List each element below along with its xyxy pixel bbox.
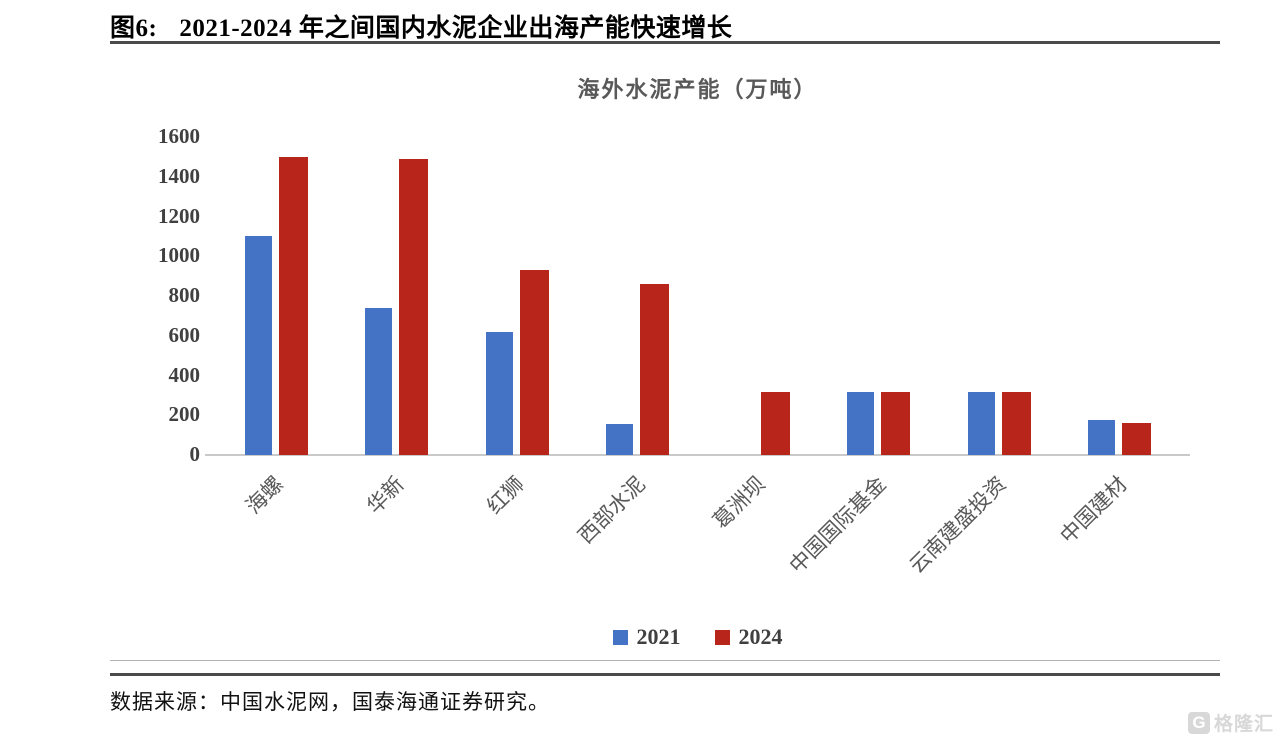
y-axis-tick-800: 800: [168, 283, 201, 307]
bar-2021-中国建材: [1088, 420, 1115, 455]
legend-item-2021: 2021: [612, 624, 681, 650]
x-axis-label-海螺: 海螺: [241, 471, 288, 519]
legend-swatch-2024: [714, 629, 730, 645]
header-divider: [110, 41, 1220, 44]
y-axis-tick-1000: 1000: [158, 243, 200, 268]
x-axis-label-云南建盛投资: 云南建盛投资: [904, 471, 1011, 578]
figure-number: 图6:: [110, 15, 158, 42]
x-axis-label-西部水泥: 西部水泥: [572, 471, 650, 549]
bar-2024-海螺: [278, 156, 308, 455]
bar-2021-海螺: [244, 236, 272, 455]
figure-title: 2021-2024 年之间国内水泥企业出海产能快速增长: [179, 15, 733, 42]
bar-2024-葛洲坝: [760, 392, 790, 455]
data-source-note: 数据来源：中国水泥网，国泰海通证券研究。: [110, 690, 550, 714]
y-axis-tick-600: 600: [168, 322, 201, 347]
bar-2021-云南建盛投资: [967, 392, 995, 455]
y-axis-tick-1400: 1400: [158, 163, 200, 188]
bar-2024-中国国际基金: [881, 392, 910, 455]
y-axis-tick-400: 400: [168, 362, 201, 387]
bar-2021-红狮: [485, 331, 513, 455]
x-axis-line: [205, 454, 1190, 456]
x-axis-label-中国国际基金: 中国国际基金: [784, 471, 891, 578]
legend-label-2021: 2021: [636, 624, 681, 649]
y-axis-tick-1200: 1200: [158, 203, 200, 228]
legend-swatch-2021: [612, 629, 628, 645]
chart-legend: 2021 2024: [205, 624, 1190, 650]
figure-header: 图6: 2021-2024 年之间国内水泥企业出海产能快速增长: [110, 8, 1220, 44]
footer-divider-thick: [110, 673, 1220, 676]
bar-2021-华新: [365, 307, 392, 455]
bar-2024-西部水泥: [640, 284, 669, 455]
x-axis-label-红狮: 红狮: [482, 471, 529, 519]
legend-item-2024: 2024: [714, 624, 783, 650]
legend-label-2024: 2024: [738, 624, 783, 649]
footer-divider-thin: [110, 660, 1220, 661]
bar-2024-华新: [399, 158, 428, 455]
y-axis-tick-200: 200: [168, 402, 201, 427]
watermark-logo: G 格隆汇: [1187, 709, 1274, 736]
bar-2021-西部水泥: [606, 424, 633, 455]
x-axis-label-葛洲坝: 葛洲坝: [708, 471, 770, 534]
watermark-text: 格隆汇: [1213, 714, 1274, 735]
bar-2024-红狮: [519, 270, 549, 455]
x-axis-label-华新: 华新: [361, 471, 409, 519]
bar-2021-中国国际基金: [847, 392, 874, 455]
y-axis-tick-0: 0: [189, 442, 201, 466]
gelonghui-logo-icon: G: [1187, 711, 1210, 734]
y-axis-tick-1600: 1600: [158, 124, 200, 148]
x-axis-label-中国建材: 中国建材: [1054, 471, 1132, 549]
chart-title: 海外水泥产能（万吨）: [577, 77, 818, 102]
bar-2024-云南建盛投资: [1001, 392, 1031, 455]
bar-2024-中国建材: [1122, 423, 1151, 455]
